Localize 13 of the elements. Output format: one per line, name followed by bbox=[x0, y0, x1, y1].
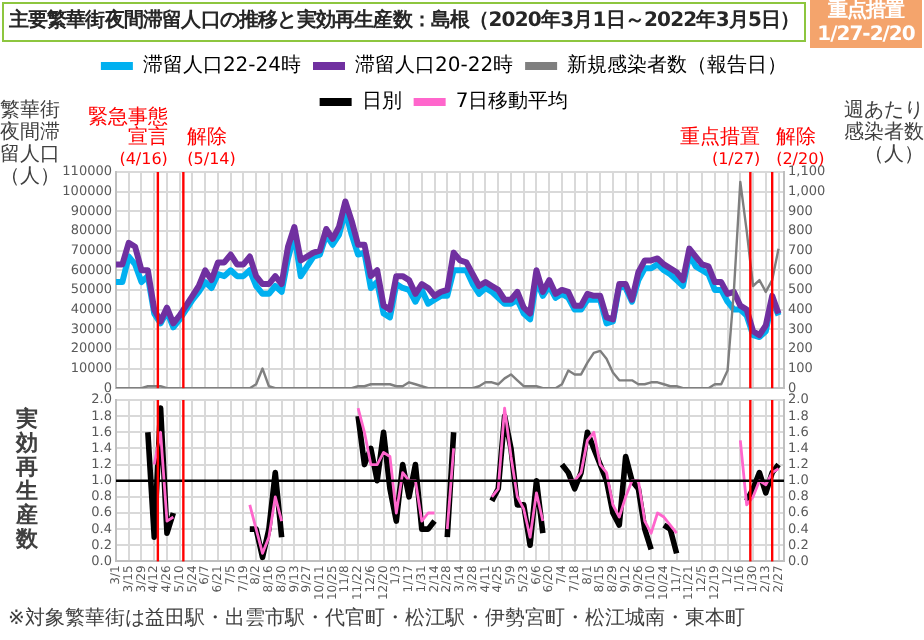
text: ※対象繁華街は益田駅・出雲市駅・代官町・松江駅・伊勢宮町・松江城南・東本町 bbox=[8, 608, 745, 632]
legend-label: 滞留人口20-22時 bbox=[355, 53, 514, 78]
legend-label: 7日移動平均 bbox=[455, 89, 569, 114]
legend-label: 滞留人口22-24時 bbox=[142, 53, 302, 78]
y2-axis-title: 週あたり感染者数（人） bbox=[842, 100, 924, 166]
y-axis-title: 実効再生産数 bbox=[16, 406, 40, 552]
ref-line-label: 解除(5/14) bbox=[187, 125, 236, 169]
legend-label: 日別 bbox=[361, 91, 402, 114]
legend-label: 新規感染者数（報告日） bbox=[567, 53, 788, 78]
ref-line-label: 重点措置(1/27) bbox=[680, 125, 761, 169]
y-axis-title: 繁華街夜間滞留人口（人） bbox=[0, 100, 60, 188]
ref-line-label: 解除(2/20) bbox=[776, 125, 825, 169]
chart-title: 主要繁華街夜間滞留人口の推移と実効再生産数：島根（2020年3月1日～2022年3月5日） bbox=[2, 2, 806, 42]
